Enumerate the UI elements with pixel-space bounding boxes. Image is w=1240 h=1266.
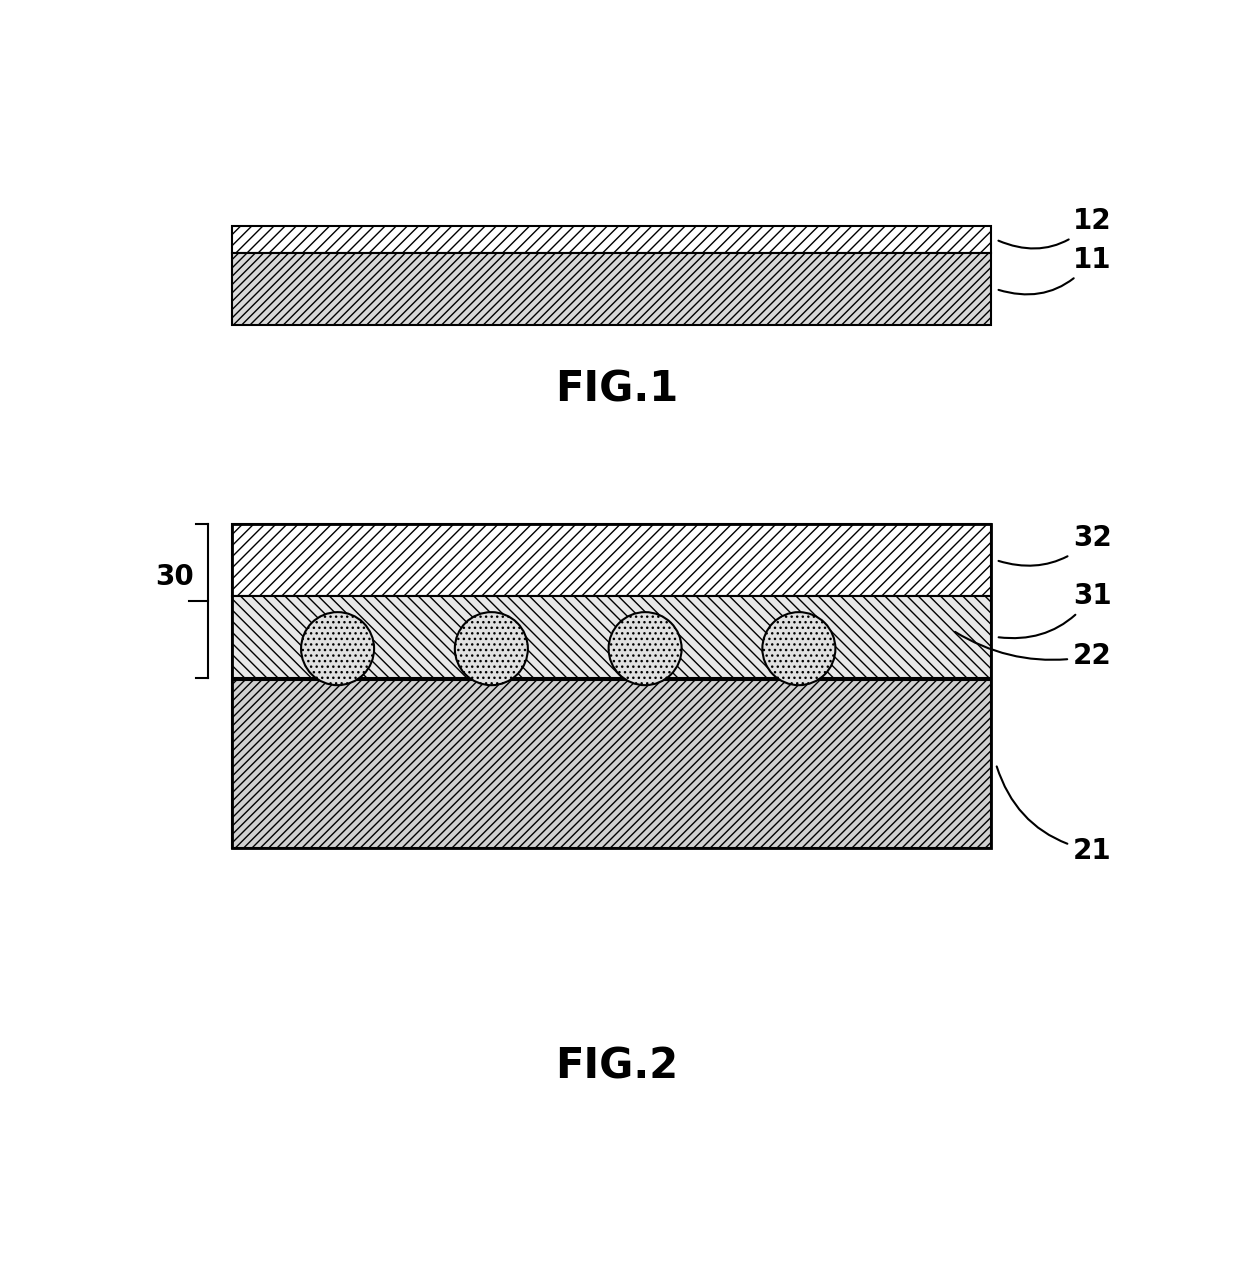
Text: 22: 22 [955,632,1111,670]
Bar [232,253,991,325]
Bar [232,524,991,596]
Bar [232,596,991,677]
Text: 30: 30 [155,563,193,591]
Bar [232,680,991,848]
Circle shape [455,613,528,685]
Text: 12: 12 [998,208,1111,248]
Bar [232,524,991,848]
Text: 21: 21 [997,766,1111,865]
Circle shape [763,613,836,685]
Text: FIG.2: FIG.2 [554,1046,678,1087]
Text: 11: 11 [998,246,1111,295]
Bar [232,227,991,253]
Circle shape [301,613,374,685]
Text: FIG.1: FIG.1 [554,368,678,410]
Text: 32: 32 [998,524,1111,566]
Text: 31: 31 [998,582,1111,638]
Circle shape [609,613,682,685]
